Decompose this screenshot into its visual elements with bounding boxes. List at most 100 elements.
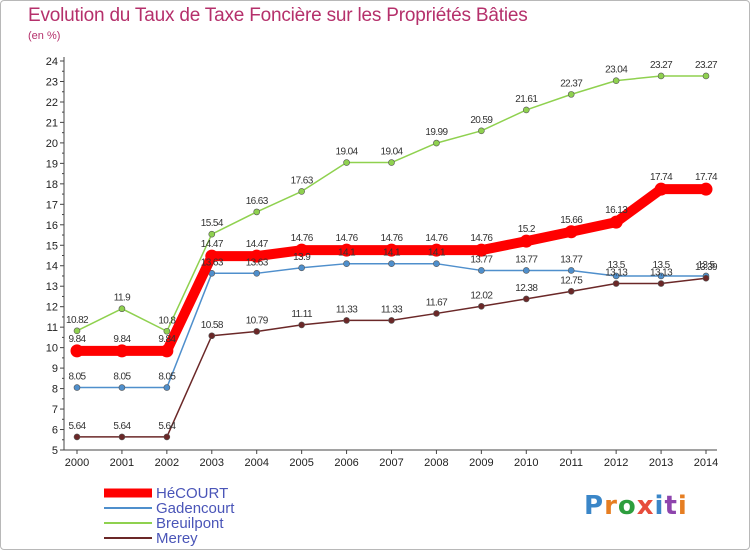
data-label-merey: 10.58 — [201, 320, 224, 331]
y-tick-label: 13 — [46, 281, 58, 293]
data-label-hcourt: 15.66 — [560, 215, 583, 226]
logo-letter: P — [584, 491, 605, 521]
series-line-merey — [76, 277, 707, 438]
data-point-merey — [612, 280, 620, 287]
data-label-gadencourt: 14.1 — [428, 248, 446, 259]
y-tick-label: 22 — [46, 97, 58, 109]
x-tick-label: 2012 — [604, 457, 628, 469]
data-label-hcourt: 17.74 — [650, 172, 673, 183]
data-label-hcourt: 14.76 — [470, 233, 493, 244]
logo-letter: o — [617, 491, 637, 521]
data-label-gadencourt: 13.9 — [293, 252, 311, 263]
data-label-merey: 12.75 — [560, 275, 583, 286]
data-label-hcourt: 14.76 — [291, 233, 314, 244]
data-point-merey — [298, 321, 305, 329]
data-label-gadencourt: 13.77 — [560, 254, 583, 265]
data-point-gadencourt — [612, 272, 620, 280]
data-point-merey — [253, 328, 261, 335]
y-tick-label: 20 — [46, 138, 58, 150]
data-point-breuilpont — [208, 230, 216, 238]
data-point-breuilpont — [567, 91, 575, 98]
data-point-merey — [163, 433, 171, 441]
data-label-gadencourt: 13.77 — [515, 254, 538, 265]
data-label-hcourt: 14.76 — [380, 233, 403, 244]
data-point-hcourt — [250, 249, 264, 263]
data-point-gadencourt — [657, 272, 665, 280]
data-point-hcourt — [115, 344, 129, 358]
x-tick-label: 2010 — [514, 457, 538, 469]
data-point-hcourt — [519, 234, 533, 248]
data-point-merey — [73, 433, 81, 441]
data-point-breuilpont — [298, 188, 305, 195]
y-tick-label: 15 — [46, 240, 58, 252]
x-tick-label: 2009 — [469, 457, 493, 469]
data-point-breuilpont — [478, 127, 485, 135]
data-label-breuilpont: 10.8 — [158, 315, 176, 326]
data-label-hcourt: 17.74 — [695, 172, 718, 183]
data-label-hcourt: 14.47 — [201, 239, 224, 250]
data-label-merey: 10.79 — [246, 315, 269, 326]
data-label-breuilpont: 21.61 — [515, 94, 538, 105]
data-point-hcourt — [385, 243, 398, 257]
data-point-gadencourt — [388, 260, 395, 267]
x-tick-label: 2005 — [289, 457, 313, 469]
data-point-merey — [433, 310, 440, 317]
data-point-merey — [343, 317, 350, 324]
data-point-breuilpont — [163, 327, 171, 335]
data-point-hcourt — [474, 243, 488, 257]
data-point-breuilpont — [73, 327, 81, 335]
y-tick-label: 12 — [46, 302, 58, 314]
y-tick-label: 19 — [46, 158, 58, 170]
series-line-breuilpont — [76, 75, 707, 333]
data-label-merey: 12.38 — [515, 283, 538, 294]
data-label-gadencourt: 14.1 — [383, 248, 401, 259]
data-label-breuilpont: 23.27 — [650, 60, 673, 71]
y-tick-label: 18 — [46, 179, 58, 191]
data-point-breuilpont — [388, 159, 395, 166]
data-point-gadencourt — [118, 384, 126, 391]
x-tick-label: 2002 — [155, 457, 179, 469]
data-label-gadencourt: 13.63 — [201, 257, 224, 268]
data-point-hcourt — [295, 243, 309, 257]
data-label-gadencourt: 8.05 — [158, 372, 176, 383]
legend-label-hcourt: HéCOURT — [156, 485, 228, 502]
data-label-merey: 12.02 — [470, 290, 493, 301]
data-label-breuilpont: 10.82 — [66, 315, 89, 326]
data-label-merey: 5.64 — [113, 421, 131, 432]
logo-letter: i — [654, 491, 665, 521]
y-tick-label: 7 — [52, 404, 58, 416]
legend-label-gadencourt: Gadencourt — [156, 500, 235, 517]
data-point-hcourt — [340, 243, 354, 257]
data-point-merey — [388, 317, 395, 324]
data-point-gadencourt — [163, 384, 171, 391]
data-point-gadencourt — [522, 267, 530, 274]
data-point-hcourt — [699, 182, 713, 196]
data-point-breuilpont — [612, 77, 620, 84]
data-label-gadencourt: 13.63 — [246, 257, 269, 268]
data-label-merey: 5.64 — [68, 421, 86, 432]
legend-label-breuilpont: Breuilpont — [156, 515, 224, 532]
data-point-gadencourt — [298, 264, 305, 272]
y-tick-label: 16 — [46, 220, 58, 232]
data-label-gadencourt: 8.05 — [68, 372, 86, 383]
data-label-breuilpont: 15.54 — [201, 218, 224, 229]
data-label-hcourt: 16.13 — [605, 205, 628, 216]
x-tick-label: 2003 — [200, 457, 224, 469]
data-point-gadencourt — [567, 267, 575, 274]
data-label-gadencourt: 13.5 — [653, 260, 671, 271]
y-tick-label: 14 — [46, 261, 58, 273]
data-label-merey: 11.67 — [426, 297, 448, 308]
data-label-breuilpont: 20.59 — [470, 115, 493, 126]
data-label-gadencourt: 13.77 — [470, 254, 493, 265]
data-point-merey — [657, 280, 665, 287]
logo-letter: x — [636, 491, 655, 521]
data-point-hcourt — [205, 249, 219, 263]
data-point-breuilpont — [433, 139, 440, 147]
data-label-breuilpont: 19.04 — [380, 147, 403, 158]
data-point-hcourt — [70, 344, 84, 358]
y-tick-label: 21 — [46, 117, 58, 129]
data-label-gadencourt: 14.1 — [338, 248, 356, 259]
data-label-breuilpont: 16.63 — [246, 196, 269, 207]
y-tick-label: 23 — [46, 76, 58, 88]
